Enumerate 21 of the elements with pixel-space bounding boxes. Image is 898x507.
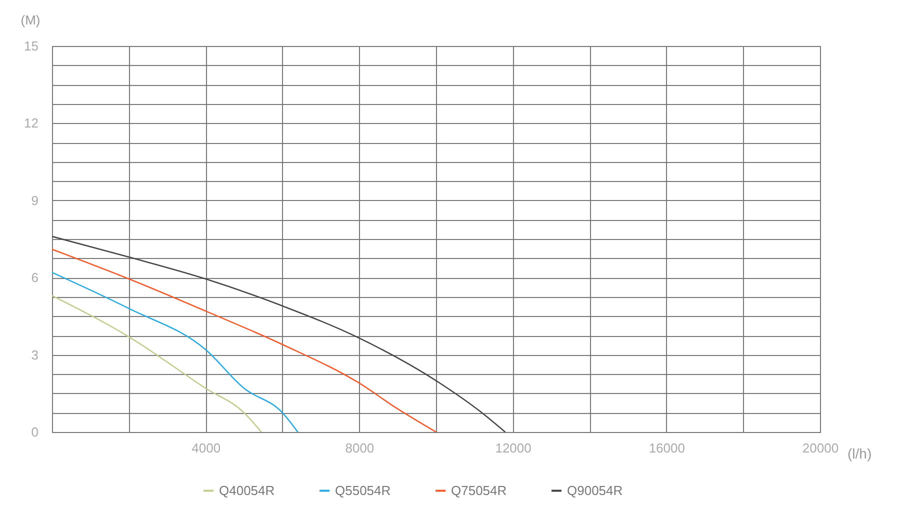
line-series — [52, 272, 298, 432]
legend-label: Q90054R — [567, 482, 623, 498]
y-tick-label: 15 — [24, 38, 38, 54]
x-tick-label: 8000 — [345, 440, 374, 456]
line-series — [52, 236, 506, 432]
x-tick-label: 12000 — [495, 440, 532, 456]
y-axis-title: (M) — [20, 12, 40, 28]
y-tick-label: 6 — [31, 270, 38, 286]
y-tick-label: 0 — [31, 424, 38, 440]
legend-label: Q75054R — [451, 482, 507, 498]
legend-label: Q55054R — [335, 482, 391, 498]
y-tick-label: 12 — [24, 116, 38, 131]
line-series — [52, 294, 262, 432]
y-tick-label: 3 — [31, 347, 38, 362]
x-tick-label: 20000 — [802, 440, 839, 456]
line-series — [52, 248, 437, 432]
y-tick-label: 9 — [31, 192, 38, 208]
legend-label: Q40054R — [219, 482, 275, 498]
x-tick-label: 16000 — [648, 440, 685, 456]
x-tick-label: 4000 — [192, 440, 221, 456]
x-axis-title: (l/h) — [848, 446, 872, 462]
